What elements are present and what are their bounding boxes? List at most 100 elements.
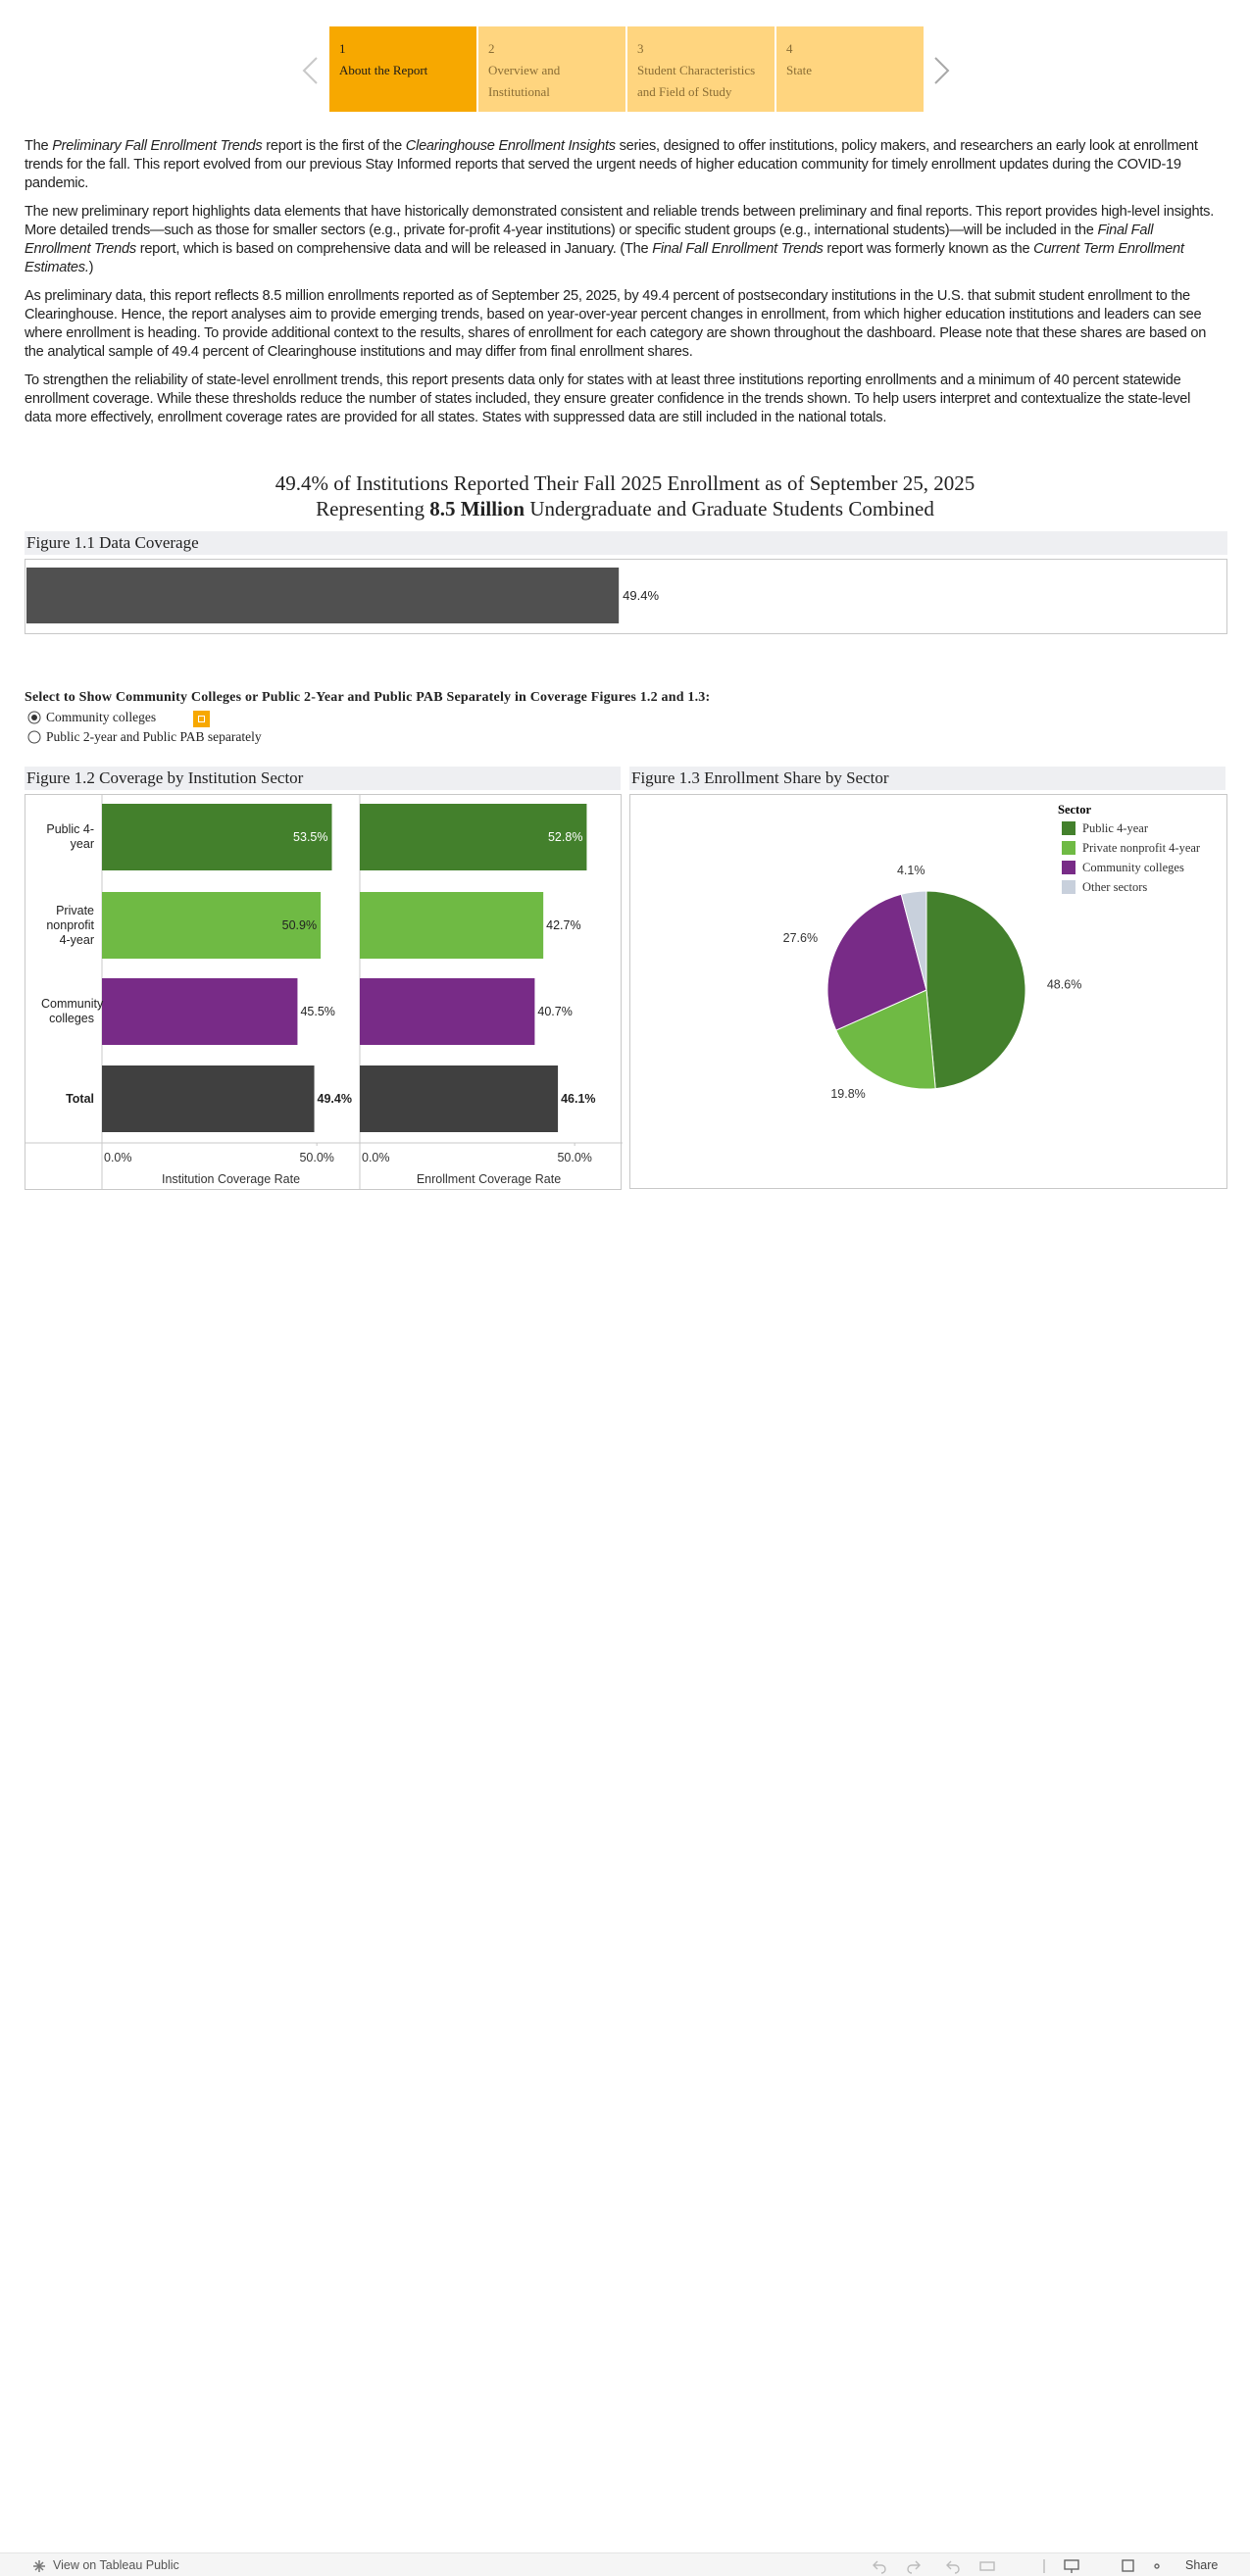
value-label: 53.5% xyxy=(293,830,327,844)
legend-swatch[interactable] xyxy=(1062,841,1075,855)
radio-ring xyxy=(27,730,41,744)
value-label: 49.4% xyxy=(318,1092,352,1106)
intro-text: The Preliminary Fall Enrollment Trends r… xyxy=(25,137,1219,433)
text-segment: The new preliminary report highlights da… xyxy=(25,204,1214,238)
radio-button[interactable] xyxy=(26,710,42,725)
pie-slice xyxy=(900,890,927,991)
nav-tab[interactable]: 3 Student Characteristics and Field of St… xyxy=(627,26,775,112)
paragraph: To strengthen the reliability of state-l… xyxy=(25,372,1219,427)
option-label: Community colleges xyxy=(46,710,157,724)
toolbar xyxy=(873,2559,1160,2574)
tab-label: About the Report xyxy=(339,63,428,77)
x-axis-label: Enrollment Coverage Rate xyxy=(417,1172,561,1186)
radio-button[interactable] xyxy=(26,729,42,745)
bar xyxy=(102,978,298,1045)
pie-slice xyxy=(835,989,936,1090)
value-label: 46.1% xyxy=(561,1092,595,1106)
bar xyxy=(102,804,332,870)
value-label: 19.8% xyxy=(830,1087,865,1101)
figure-title: Figure 1.1 Data Coverage xyxy=(25,531,1227,555)
legend-label[interactable]: Public 4-year xyxy=(1082,821,1149,835)
share-chart: 48.6% 19.8% 27.6% 4.1% Sector Public 4-year Pr… xyxy=(629,794,1227,1189)
category-label: Community colleges xyxy=(41,997,104,1025)
text-segment: Undergraduate and Graduate Students Comb… xyxy=(525,497,934,520)
tab-label: Overview and Institutional xyxy=(488,63,561,99)
text-segment: Final Fall Enrollment Trends xyxy=(652,241,824,257)
bar xyxy=(102,892,322,959)
text-segment: series, designed to offer institutions, … xyxy=(25,138,1198,191)
value-label: 27.6% xyxy=(783,931,818,945)
filter-icon[interactable] xyxy=(193,711,210,727)
x-tick-label: 0.0% xyxy=(104,1151,132,1164)
x-axis-label: Institution Coverage Rate xyxy=(162,1172,300,1186)
legend-swatch[interactable] xyxy=(1062,861,1075,874)
nav-tab[interactable]: 1 About the Report xyxy=(329,26,476,112)
coverage-chart: 49.4% xyxy=(25,559,1227,634)
tab-number: 2 xyxy=(488,41,495,56)
legend-swatch[interactable] xyxy=(1062,880,1075,894)
bar xyxy=(360,892,544,959)
next-arrow[interactable] xyxy=(931,54,953,87)
paragraph: The new preliminary report highlights da… xyxy=(25,203,1219,277)
category-label: Public 4-year xyxy=(46,822,94,851)
prev-arrow[interactable] xyxy=(299,54,321,87)
legend-label[interactable]: Community colleges xyxy=(1082,861,1184,874)
category-label: Private nonprofit 4-year xyxy=(46,903,94,947)
frame xyxy=(25,794,622,1190)
legend-swatch[interactable] xyxy=(1062,821,1075,835)
radio-option[interactable]: Public 2-year and Public PAB separately xyxy=(26,729,262,745)
value-label: 42.7% xyxy=(546,918,580,932)
tab-label: State xyxy=(786,63,812,77)
paragraph: As preliminary data, this report reflect… xyxy=(25,287,1219,362)
text-segment: As preliminary data, this report reflect… xyxy=(25,288,1207,360)
bar xyxy=(26,568,620,623)
text-segment: report is the first of the xyxy=(262,138,406,154)
text-segment: Preliminary Fall Enrollment Trends xyxy=(52,138,263,154)
tab-label: Student Characteristics and Field of Stu… xyxy=(637,63,756,99)
option-label: Public 2-year and Public PAB separately xyxy=(46,729,262,744)
tab-number: 4 xyxy=(786,41,793,56)
legend-label[interactable]: Other sectors xyxy=(1082,880,1147,894)
sector-bars: 0.0% 50.0% Institution Coverage Rate 53.5% 5… xyxy=(25,794,623,1190)
paragraph: The Preliminary Fall Enrollment Trends r… xyxy=(25,137,1219,193)
bar xyxy=(360,804,587,870)
value-label: 52.8% xyxy=(548,830,582,844)
frame xyxy=(629,794,1227,1189)
text-segment: Final Fall Enrollment Trends xyxy=(25,223,1154,257)
x-tick-label: 50.0% xyxy=(557,1151,591,1164)
bar xyxy=(360,1065,559,1132)
category-label: Total xyxy=(66,1091,94,1106)
text-segment: report was formerly known as the xyxy=(823,241,1034,257)
headline-line: 49.4% of Institutions Reported Their Fal… xyxy=(0,471,1250,496)
x-tick-label: 50.0% xyxy=(299,1151,333,1164)
frame xyxy=(25,559,1227,634)
tableau-icon xyxy=(33,2560,45,2572)
value-label: 45.5% xyxy=(300,1005,334,1018)
figure-title: Figure 1.2 Coverage by Institution Secto… xyxy=(25,767,621,790)
text-segment: Current Term Enrollment Estimates. xyxy=(25,241,1184,275)
legend-label[interactable]: Private nonprofit 4-year xyxy=(1082,841,1201,855)
nav-tab[interactable]: 2 Overview and Institutional xyxy=(478,26,625,112)
tab-number: 1 xyxy=(339,41,346,56)
nav-tab[interactable]: 4 State xyxy=(776,26,924,112)
bar xyxy=(102,1065,315,1132)
value-label: 50.9% xyxy=(282,918,317,932)
headline: 49.4% of Institutions Reported Their Fal… xyxy=(0,471,1250,521)
footer-link[interactable]: View on Tableau Public xyxy=(53,2558,179,2572)
figure-title: Figure 1.3 Enrollment Share by Sector xyxy=(629,767,1225,790)
radio-dot xyxy=(31,715,37,720)
bar xyxy=(360,978,535,1045)
value-label: 40.7% xyxy=(537,1005,572,1018)
text-segment: 8.5 Million xyxy=(429,497,525,520)
radio-option[interactable]: Community colleges xyxy=(26,710,156,725)
headline-line: Representing 8.5 Million Undergraduate a… xyxy=(0,496,1250,521)
x-tick-label: 0.0% xyxy=(362,1151,390,1164)
text-segment: report, which is based on comprehensive … xyxy=(135,241,653,257)
text-segment: ) xyxy=(88,260,94,275)
share-button[interactable]: Share xyxy=(1185,2558,1219,2572)
text-segment: The xyxy=(25,138,53,154)
footer xyxy=(0,2552,1250,2576)
value-label: 49.4% xyxy=(623,588,659,603)
value-label: 4.1% xyxy=(897,864,925,877)
